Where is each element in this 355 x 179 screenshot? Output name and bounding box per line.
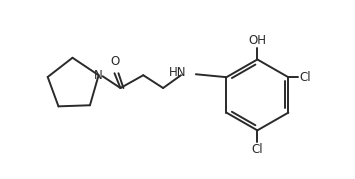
Text: HN: HN	[168, 66, 186, 79]
Text: Cl: Cl	[299, 71, 311, 84]
Text: OH: OH	[248, 34, 266, 47]
Text: Cl: Cl	[252, 143, 263, 156]
Text: O: O	[111, 55, 120, 68]
Text: N: N	[94, 69, 103, 82]
